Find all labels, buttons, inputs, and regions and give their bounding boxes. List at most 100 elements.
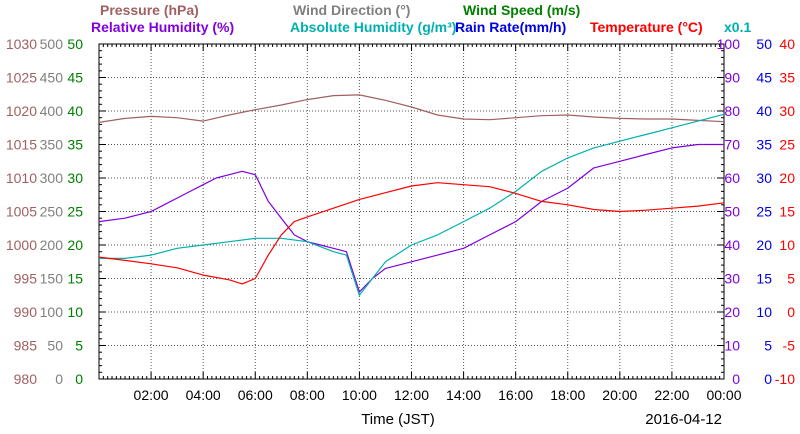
- y-tick-label: 0: [764, 371, 772, 387]
- y-tick-label: 10: [724, 338, 740, 354]
- y-tick-label: 30: [67, 170, 83, 186]
- y-tick-label: 1000: [6, 237, 37, 253]
- y-tick-label: 985: [14, 338, 38, 354]
- x-tick-label: 20:00: [602, 387, 637, 403]
- y-tick-label: 30: [756, 170, 772, 186]
- x-tick-label: 02:00: [134, 387, 169, 403]
- y-tick-label: 35: [779, 70, 795, 86]
- y-tick-label: 15: [67, 271, 83, 287]
- legend-entry: Absolute Humidity (g/m³): [290, 19, 456, 35]
- x-axis-labels: 02:00 04:00 06:00 08:00 10:00 12:00 14:00 16:00…: [134, 387, 742, 403]
- x-tick-label: 04:00: [186, 387, 221, 403]
- y-tick-label: 250: [40, 204, 64, 220]
- x-tick-label: 18:00: [550, 387, 585, 403]
- x-tick-label: 12:00: [394, 387, 429, 403]
- y-tick-label: 35: [756, 137, 772, 153]
- y-tick-label: 90: [724, 70, 740, 86]
- x-tick-label: 10:00: [342, 387, 377, 403]
- y-tick-label: 995: [14, 271, 38, 287]
- y-tick-label: 20: [67, 237, 83, 253]
- y-tick-label: 50: [47, 338, 63, 354]
- legend-entry: Wind Direction (°): [293, 2, 410, 18]
- series-pressure-hpa: [98, 94, 725, 123]
- y-tick-label: 0: [75, 371, 83, 387]
- y-tick-label: 20: [724, 304, 740, 320]
- y-tick-label: 80: [724, 103, 740, 119]
- y-tick-label: 25: [756, 204, 772, 220]
- y-tick-label: 990: [14, 304, 38, 320]
- legend-entry: Rain Rate(mm/h): [455, 19, 566, 35]
- y-tick-label: 980: [14, 371, 38, 387]
- y-tick-label: 30: [779, 103, 795, 119]
- y-tick-label: 200: [40, 237, 64, 253]
- y-tick-label: 40: [724, 237, 740, 253]
- x-tick-label: 14:00: [446, 387, 481, 403]
- y-tick-label: 10: [67, 304, 83, 320]
- y-tick-label: 100: [40, 304, 64, 320]
- y-tick-label: 50: [67, 36, 83, 52]
- y-tick-label: 20: [779, 170, 795, 186]
- y-tick-label: 1020: [6, 103, 37, 119]
- y-axis-temperature-c: 40 35 30 25 20 15 10 5 0 -5 -10: [775, 36, 795, 387]
- series-temperature-c: [98, 182, 725, 285]
- y-tick-label: 300: [40, 170, 64, 186]
- y-tick-label: 30: [724, 271, 740, 287]
- y-tick-label: 1010: [6, 170, 37, 186]
- y-tick-label: 25: [67, 204, 83, 220]
- series-relative-humidity: [98, 143, 724, 293]
- legend-entry: Wind Speed (m/s): [463, 2, 580, 18]
- y-tick-label: 10: [779, 237, 795, 253]
- y-axis-ticks: [99, 43, 724, 380]
- x-tick-label: 06:00: [238, 387, 273, 403]
- y-tick-label: 0: [787, 304, 795, 320]
- x-tick-label: 00:00: [706, 387, 741, 403]
- y-tick-label: 50: [756, 36, 772, 52]
- y-tick-label: 150: [40, 271, 64, 287]
- y-tick-label: 25: [779, 137, 795, 153]
- series-absolute-humidity-g-m: [99, 113, 725, 296]
- legend-entry: Relative Humidity (%): [91, 19, 234, 35]
- y-axis-pressure-hpa: 1030 1025 1020 1015 1010 1005 1000 995 990 985 980: [6, 36, 37, 387]
- y-tick-label: 45: [756, 70, 772, 86]
- y-tick-label: 5: [764, 338, 772, 354]
- y-tick-label: 50: [724, 204, 740, 220]
- y-tick-label: 40: [779, 36, 795, 52]
- y-tick-label: 350: [40, 137, 64, 153]
- y-tick-label: 15: [779, 204, 795, 220]
- x-axis-title: Time (JST): [361, 411, 435, 428]
- y-tick-label: 10: [756, 304, 772, 320]
- grid: [99, 44, 724, 379]
- x-tick-label: 16:00: [498, 387, 533, 403]
- y-tick-label: 15: [756, 271, 772, 287]
- x-tick-label: 22:00: [654, 387, 689, 403]
- legend-entry: Pressure (hPa): [100, 2, 199, 18]
- y-tick-label: 500: [40, 36, 64, 52]
- y-tick-label: 400: [40, 103, 64, 119]
- y-tick-label: 40: [67, 103, 83, 119]
- y-tick-label: 45: [67, 70, 83, 86]
- legend: Pressure (hPa) Wind Direction (°) Wind Spe…: [91, 2, 751, 35]
- y-tick-label: -10: [775, 371, 795, 387]
- y-tick-label: 35: [67, 137, 83, 153]
- x-axis-ticks: [98, 44, 725, 379]
- y-tick-label: 450: [40, 70, 64, 86]
- y-tick-label: 100: [717, 36, 741, 52]
- y-tick-label: 70: [724, 137, 740, 153]
- legend-multiplier: x0.1: [724, 19, 751, 35]
- chart-date: 2016-04-12: [645, 411, 722, 428]
- y-tick-label: 60: [724, 170, 740, 186]
- y-tick-label: 5: [75, 338, 83, 354]
- y-tick-label: 1025: [6, 70, 37, 86]
- y-tick-label: 1030: [6, 36, 37, 52]
- y-tick-label: 0: [732, 371, 740, 387]
- legend-entry: Temperature (°C): [590, 19, 703, 35]
- y-tick-label: 1005: [6, 204, 37, 220]
- y-tick-label: 1015: [6, 137, 37, 153]
- y-tick-label: 0: [55, 371, 63, 387]
- y-tick-label: -5: [783, 338, 796, 354]
